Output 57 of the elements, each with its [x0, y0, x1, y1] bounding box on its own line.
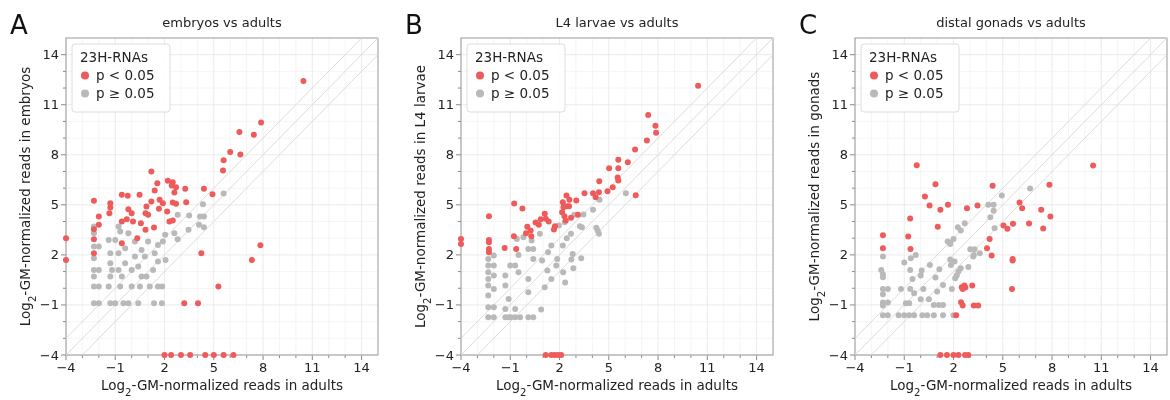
x-tick-label: 2	[160, 360, 169, 375]
y-tick-label: 2	[50, 247, 59, 263]
y-tick-label: 14	[42, 47, 59, 63]
legend-title: 23H-RNAs	[869, 49, 937, 65]
y-tick-label: 8	[445, 147, 454, 163]
x-tick-label: 14	[1142, 360, 1159, 375]
x-axis-title: Log$_{2}$-GM-normalized reads in adults	[889, 377, 1133, 398]
text: A	[10, 10, 28, 40]
legend-title: 23H-RNAs	[80, 49, 148, 65]
x-tick-label: 5	[604, 360, 613, 375]
x-tick-label: 8	[258, 360, 268, 375]
x-tick-label: 11	[304, 360, 321, 375]
legend-label: p < 0.05	[885, 67, 944, 83]
legend-label: p ≥ 0.05	[491, 85, 550, 101]
x-tick-label: 14	[353, 360, 370, 375]
x-tick-label: −1	[105, 360, 125, 375]
x-tick-label: 5	[209, 360, 218, 375]
y-tick-label: −4	[434, 347, 454, 363]
y-tick-label: 5	[839, 197, 848, 213]
x-axis-title: Log$_{2}$-GM-normalized reads in adults	[495, 377, 739, 398]
x-tick-label: 2	[555, 360, 564, 375]
y-tick-label: 11	[42, 97, 59, 113]
y-tick-label: 14	[831, 47, 848, 63]
y-tick-label: 11	[831, 97, 848, 113]
y-tick-label: 8	[50, 147, 59, 163]
x-tick-label: 11	[699, 360, 716, 375]
y-tick-label: 5	[445, 197, 454, 213]
legend-label: p ≥ 0.05	[96, 85, 155, 101]
chart-title: embryos vs adults	[162, 15, 282, 30]
y-tick-label: 2	[839, 247, 848, 263]
x-tick-label: 8	[653, 360, 663, 375]
x-tick-label: 5	[998, 360, 1007, 375]
x-tick-label: 2	[949, 360, 958, 375]
x-tick-label: −1	[500, 360, 520, 375]
y-tick-label: 2	[445, 247, 454, 263]
text: C	[799, 10, 818, 40]
legend-label: p ≥ 0.05	[885, 85, 944, 101]
y-tick-label: 14	[437, 47, 454, 63]
x-tick-label: 11	[1093, 360, 1110, 375]
text: B	[405, 10, 423, 40]
y-tick-label: −4	[828, 347, 848, 363]
chart-title: L4 larvae vs adults	[555, 15, 679, 30]
y-tick-label: −1	[434, 297, 454, 313]
legend-title: 23H-RNAs	[475, 49, 543, 65]
legend-label: p < 0.05	[491, 67, 550, 83]
y-tick-label: −1	[828, 297, 848, 313]
y-tick-label: 5	[50, 197, 59, 213]
y-tick-label: −1	[39, 297, 59, 313]
chart-title: distal gonads vs adults	[936, 15, 1086, 30]
x-tick-label: 14	[748, 360, 765, 375]
y-tick-label: 8	[839, 147, 848, 163]
legend-label: p < 0.05	[96, 67, 155, 83]
x-tick-label: 8	[1047, 360, 1057, 375]
x-tick-label: −1	[894, 360, 914, 375]
x-axis-title: Log$_{2}$-GM-normalized reads in adults	[100, 377, 344, 398]
y-tick-label: −4	[39, 347, 59, 363]
y-tick-label: 11	[437, 97, 454, 113]
